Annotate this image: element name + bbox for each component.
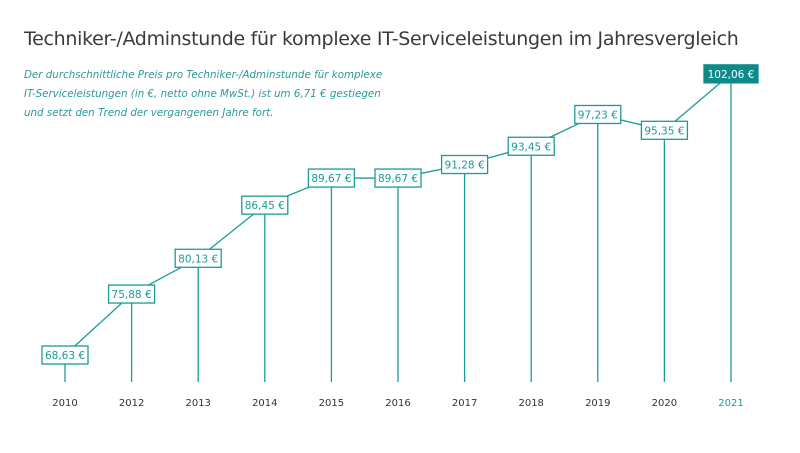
value-box xyxy=(174,248,222,268)
value-box xyxy=(574,104,622,125)
data-label: 97,23 € xyxy=(578,109,618,121)
x-tick-label: 2017 xyxy=(452,398,477,409)
x-tick-label: 2014 xyxy=(252,398,277,409)
chart-title: Techniker-/Adminstunde für komplexe IT-S… xyxy=(24,28,739,50)
x-tick-label: 2019 xyxy=(585,398,610,409)
chart-subtitle: Der durchschnittliche Preis pro Technike… xyxy=(24,69,383,119)
x-tick-label: 2020 xyxy=(652,398,677,409)
value-box xyxy=(640,120,689,140)
data-label: 102,06 € xyxy=(708,69,755,81)
data-label: 68,63 € xyxy=(45,350,85,362)
data-label: 91,28 € xyxy=(445,160,485,172)
data-label: 89,67 € xyxy=(311,173,351,185)
data-label: 95,35 € xyxy=(644,125,684,137)
data-label: 86,45 € xyxy=(245,200,285,212)
data-label: 75,88 € xyxy=(112,289,152,301)
x-tick-label: 2016 xyxy=(385,398,410,409)
data-label: 93,45 € xyxy=(511,141,551,153)
connector-line xyxy=(64,293,133,356)
value-box xyxy=(307,168,356,188)
data-label: 89,67 € xyxy=(378,173,418,185)
value-box xyxy=(440,154,489,175)
value-box xyxy=(107,284,156,304)
value-box xyxy=(41,345,89,365)
value-box xyxy=(507,136,555,156)
value-box xyxy=(703,64,759,84)
x-tick-label: 2021 xyxy=(718,398,743,409)
x-tick-label: 2012 xyxy=(119,398,144,409)
x-tick-label: 2018 xyxy=(518,398,543,409)
x-tick-label: 2013 xyxy=(185,398,210,409)
x-tick-label: 2015 xyxy=(319,398,344,409)
value-box xyxy=(241,195,289,215)
value-box xyxy=(374,168,422,188)
data-label: 80,13 € xyxy=(178,253,218,265)
x-tick-label: 2010 xyxy=(52,398,77,409)
